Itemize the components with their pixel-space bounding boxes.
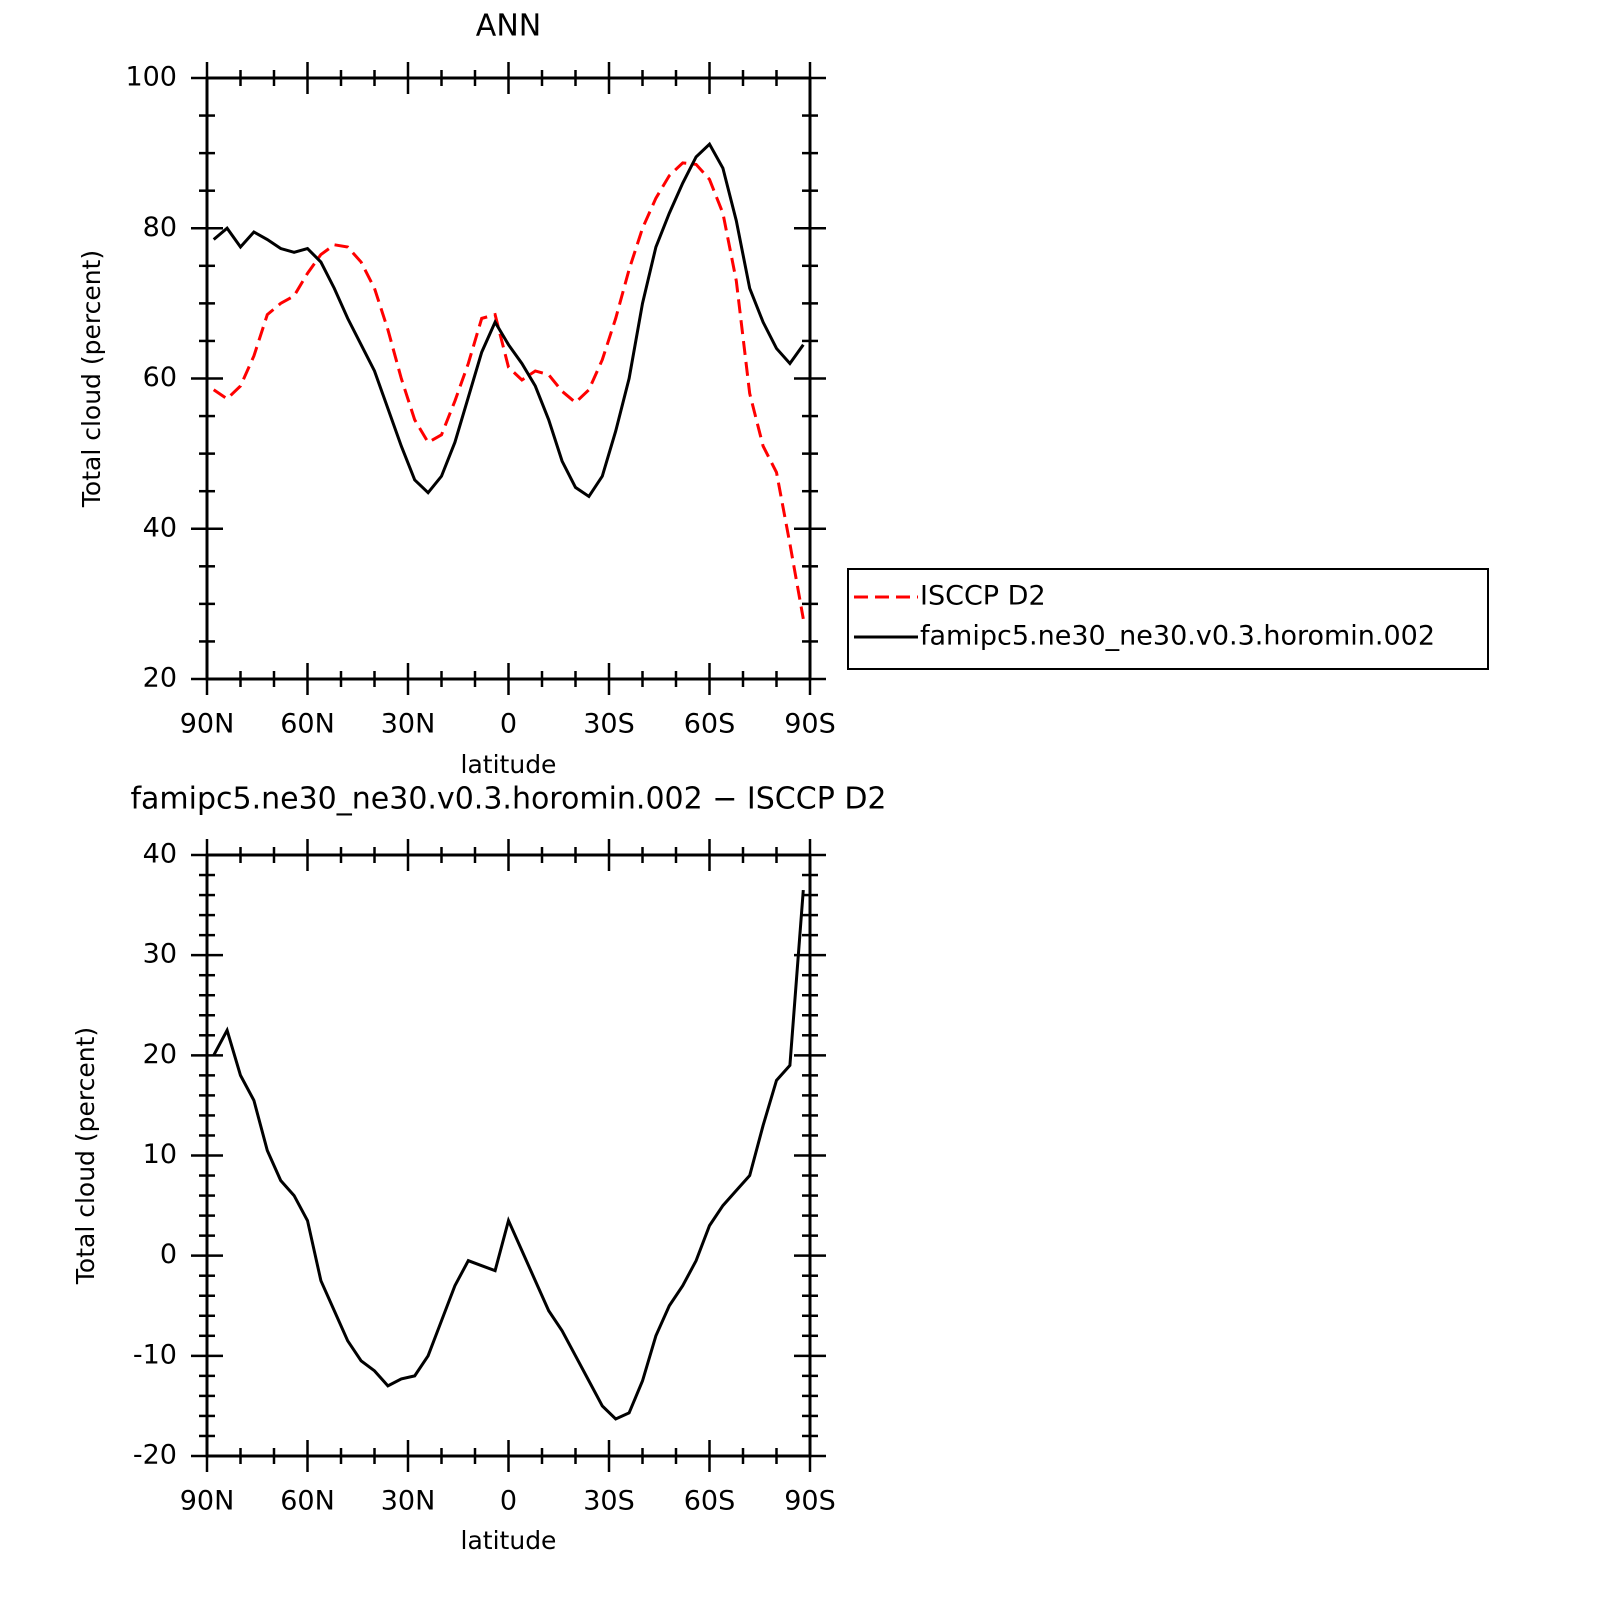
- y-tick-label: 10: [143, 1139, 177, 1170]
- y-tick-label: 60: [143, 362, 177, 393]
- y-tick-label: 40: [143, 839, 177, 870]
- x-tick-label: 60S: [684, 709, 736, 740]
- x-tick-label: 90N: [180, 1486, 235, 1517]
- x-tick-label: 90S: [784, 709, 836, 740]
- x-tick-label: 0: [500, 709, 517, 740]
- y-tick-label: 40: [143, 512, 177, 543]
- x-tick-label: 60S: [684, 1486, 736, 1517]
- y-axis-label: Total cloud (percent): [71, 1027, 100, 1285]
- data-line: [212, 889, 805, 1421]
- y-tick-label: 30: [143, 939, 177, 970]
- y-tick-label: -20: [133, 1440, 177, 1471]
- data-line: [212, 141, 805, 499]
- legend-box: [847, 568, 1489, 670]
- legend-label: famipc5.ne30_ne30.v0.3.horomin.002: [920, 621, 1435, 652]
- y-tick-label: 20: [143, 1039, 177, 1070]
- x-axis-label: latitude: [461, 1526, 557, 1555]
- chart-title: ANN: [476, 9, 541, 44]
- x-tick-label: 60N: [280, 1486, 335, 1517]
- plot-frame: [205, 76, 812, 681]
- x-tick-label: 30N: [381, 1486, 436, 1517]
- x-tick-label: 30N: [381, 709, 436, 740]
- y-tick-label: 80: [143, 212, 177, 243]
- x-axis-label: latitude: [461, 750, 557, 779]
- chart-title: famipc5.ne30_ne30.v0.3.horomin.002 − ISC…: [130, 782, 886, 817]
- plot-frame: [205, 853, 812, 1458]
- y-tick-label: 100: [125, 62, 177, 93]
- x-tick-label: 90N: [180, 709, 235, 740]
- legend-label: ISCCP D2: [920, 581, 1046, 612]
- y-tick-label: 20: [143, 663, 177, 694]
- x-tick-label: 0: [500, 1486, 517, 1517]
- x-tick-label: 30S: [583, 709, 635, 740]
- x-tick-label: 60N: [280, 709, 335, 740]
- x-tick-label: 30S: [583, 1486, 635, 1517]
- x-tick-label: 90S: [784, 1486, 836, 1517]
- y-axis-label: Total cloud (percent): [77, 250, 106, 508]
- y-tick-label: -10: [133, 1339, 177, 1370]
- data-line: [212, 161, 805, 620]
- y-tick-label: 0: [160, 1239, 177, 1270]
